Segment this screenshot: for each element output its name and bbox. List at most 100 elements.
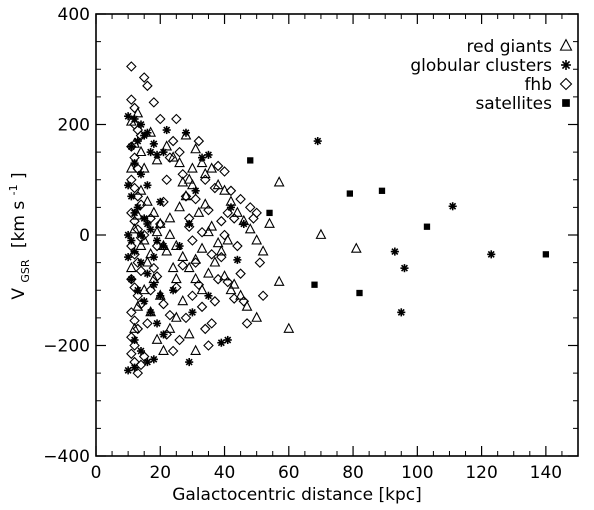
- point-globular-clusters: [140, 214, 149, 223]
- point-globular-clusters: [239, 219, 248, 228]
- point-globular-clusters: [143, 269, 152, 278]
- point-fhb: [187, 235, 198, 246]
- y-tick-label: 200: [58, 116, 90, 136]
- point-red-giants: [235, 289, 247, 300]
- x-tick-label: 40: [214, 463, 236, 483]
- point-red-giants: [135, 145, 147, 157]
- point-red-giants: [180, 189, 192, 201]
- point-red-giants: [190, 143, 202, 154]
- legend-label-satellites: satellites: [475, 94, 552, 114]
- point-fhb: [126, 240, 137, 252]
- axis-ticks: [95, 13, 579, 457]
- point-globular-clusters: [390, 247, 399, 256]
- point-fhb: [180, 191, 192, 202]
- point-fhb: [135, 199, 147, 210]
- point-red-giants: [241, 300, 253, 311]
- point-red-giants: [170, 311, 182, 322]
- point-globular-clusters: [149, 280, 158, 289]
- y-tick-label: 0: [79, 226, 90, 246]
- point-fhb: [132, 323, 144, 335]
- point-fhb: [129, 182, 140, 194]
- x-tick-label: 120: [465, 463, 497, 483]
- svg-text:V GSR [km s: V GSR [km s -1 ]: [2, 172, 34, 299]
- point-globular-clusters: [159, 148, 168, 157]
- y-axis-title-close: ]: [9, 172, 29, 179]
- point-fhb: [190, 193, 201, 205]
- point-globular-clusters: [204, 150, 213, 159]
- point-satellites: [266, 209, 273, 217]
- point-globular-clusters: [136, 258, 146, 267]
- point-globular-clusters: [130, 208, 139, 217]
- point-red-giants: [199, 167, 211, 179]
- point-globular-clusters: [124, 253, 133, 262]
- point-globular-clusters: [185, 358, 194, 367]
- point-red-giants: [129, 322, 140, 333]
- point-red-giants: [164, 228, 176, 239]
- y-axis-title: V GSR [km s -1 ]: [2, 172, 34, 299]
- point-fhb: [193, 135, 205, 147]
- point-fhb: [126, 348, 137, 360]
- point-globular-clusters: [146, 308, 155, 317]
- point-red-giants: [350, 242, 362, 253]
- point-fhb: [126, 94, 137, 105]
- point-fhb: [132, 290, 144, 302]
- point-fhb: [193, 279, 205, 291]
- x-tick-label: 140: [530, 463, 562, 483]
- point-red-giants: [206, 220, 218, 231]
- point-satellites: [542, 251, 550, 258]
- point-red-giants: [244, 223, 256, 234]
- point-fhb: [135, 298, 147, 310]
- point-fhb: [151, 271, 163, 282]
- point-red-giants: [132, 300, 144, 311]
- point-fhb: [129, 356, 140, 368]
- point-fhb: [126, 331, 137, 343]
- point-globular-clusters: [204, 291, 213, 300]
- point-globular-clusters: [127, 275, 136, 284]
- point-fhb: [244, 202, 256, 213]
- point-fhb: [138, 72, 150, 83]
- y-tick-label: −400: [43, 447, 90, 467]
- point-red-giants: [196, 242, 208, 253]
- point-fhb: [225, 185, 237, 197]
- point-globular-clusters: [153, 236, 162, 245]
- point-fhb: [177, 260, 189, 271]
- point-red-giants: [151, 154, 163, 165]
- point-red-giants: [125, 261, 137, 273]
- point-red-giants: [154, 217, 166, 228]
- point-fhb: [154, 218, 166, 230]
- point-fhb: [135, 232, 147, 244]
- point-fhb: [145, 213, 156, 224]
- point-fhb: [251, 207, 262, 219]
- point-fhb: [171, 282, 182, 293]
- point-fhb: [129, 340, 140, 351]
- point-globular-clusters: [130, 114, 139, 124]
- point-red-giants: [186, 162, 198, 173]
- point-globular-clusters: [136, 120, 146, 129]
- point-fhb: [129, 102, 140, 114]
- point-red-giants: [222, 234, 234, 245]
- point-fhb: [180, 312, 192, 324]
- point-satellites: [311, 281, 318, 288]
- legend-marker-red-giants: [559, 38, 573, 51]
- point-satellites: [247, 157, 254, 164]
- legend-label-red-giants: red giants: [467, 37, 553, 57]
- point-globular-clusters: [191, 186, 200, 195]
- point-fhb: [129, 315, 140, 326]
- point-fhb: [248, 213, 259, 224]
- point-fhb: [158, 298, 169, 310]
- point-red-giants: [231, 206, 243, 217]
- point-globular-clusters: [153, 319, 162, 328]
- point-red-giants: [129, 223, 140, 234]
- point-globular-clusters: [149, 253, 158, 262]
- point-fhb: [161, 174, 172, 186]
- point-globular-clusters: [397, 308, 406, 317]
- point-fhb: [206, 318, 217, 329]
- y-tick-label: 400: [58, 5, 90, 25]
- point-fhb: [164, 152, 176, 163]
- point-red-giants: [264, 217, 275, 228]
- point-globular-clusters: [124, 366, 133, 375]
- point-red-giants: [273, 176, 285, 187]
- point-globular-clusters: [223, 335, 232, 345]
- point-satellites: [378, 187, 386, 194]
- point-fhb: [145, 284, 156, 296]
